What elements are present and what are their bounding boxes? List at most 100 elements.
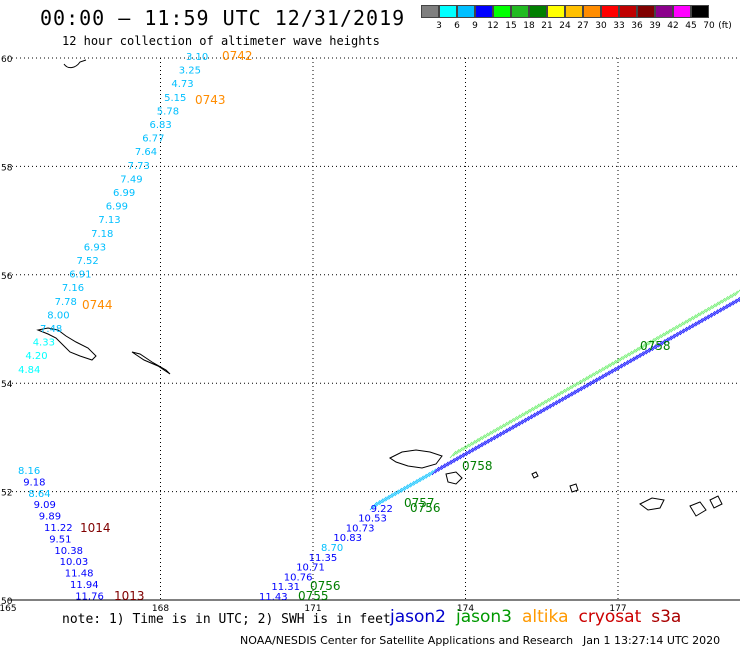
swath-tick [571, 387, 579, 397]
satellite-name: altika [522, 607, 569, 627]
swath-tick [526, 407, 534, 415]
lat-label: 50 [1, 597, 13, 607]
pass-time: 1013 [114, 589, 145, 603]
swath-tick [609, 359, 617, 368]
swath-tick [518, 417, 527, 427]
swath-tick [698, 316, 706, 325]
swath-tick [695, 317, 703, 327]
swath-tick [520, 410, 527, 419]
swath-tick [688, 321, 697, 331]
swath-tick [670, 331, 679, 341]
color-legend-labels: 3 6 9 12 15 18 21 24 27 30 33 36 39 42 45 70 (ft) [421, 21, 740, 33]
swath-tick [670, 325, 678, 333]
swh-value: 10.71 [296, 563, 325, 574]
swath-tick [648, 337, 655, 346]
swath-tick [475, 442, 483, 451]
swath-tick [593, 368, 601, 377]
swath-tick [602, 370, 610, 380]
swath-tick [635, 345, 642, 353]
swath-tick [692, 312, 700, 320]
page-subtitle: 12 hour collection of altimeter wave hei… [62, 34, 380, 48]
legend-label: 30 [595, 21, 607, 31]
swath-tick [705, 305, 713, 313]
legend-swatch [601, 5, 619, 18]
swath-tick [431, 466, 440, 476]
swath-tick [630, 354, 638, 364]
swh-value: 5.78 [157, 106, 179, 117]
legend-label: 45 [685, 21, 697, 31]
swath-tick [664, 335, 672, 345]
swath-tick [452, 448, 460, 457]
swh-value: 7.52 [77, 256, 99, 267]
swath-tick [524, 414, 533, 423]
swath-tick [472, 437, 479, 446]
swath-tick [633, 352, 641, 362]
swath-tick [680, 319, 687, 328]
swath-tick [543, 403, 551, 413]
swath-tick [699, 308, 706, 317]
swath-tick [459, 445, 466, 453]
swath-tick [516, 412, 524, 421]
swath-tick [372, 499, 381, 509]
swath-tick [667, 326, 674, 335]
swath-tick [712, 301, 719, 310]
swh-value: 7.73 [128, 161, 150, 172]
legend-swatch [421, 5, 439, 18]
swath-tick [719, 303, 728, 313]
swath-tick [478, 434, 486, 442]
legend-label: 3 [436, 21, 442, 31]
swath-tick [403, 482, 412, 492]
swath-tick [723, 302, 731, 311]
swh-value: 6.83 [150, 120, 172, 131]
swath-tick [456, 452, 465, 462]
swh-value: 8.64 [28, 489, 50, 500]
swath-tick [530, 410, 539, 420]
swath-tick [512, 421, 520, 430]
swath-tick [715, 299, 722, 308]
legend-swatch [493, 5, 511, 18]
legend-swatch [583, 5, 601, 18]
swath-tick [724, 294, 732, 302]
swath-tick [488, 428, 495, 437]
swh-value: 10.53 [358, 514, 387, 525]
swh-value: 9.09 [34, 500, 56, 511]
lon-label: 177 [609, 604, 626, 614]
swath-tick [504, 419, 511, 428]
satellite-name: jason3 [456, 607, 512, 627]
swath-tick [388, 491, 396, 500]
swath-tick [510, 416, 518, 424]
swath-tick [731, 290, 738, 299]
satellite-legend: jason2 jason3 altika cryosat s3a [390, 607, 691, 627]
color-legend [421, 5, 709, 18]
swath-tick [502, 426, 511, 436]
swath-tick [507, 417, 514, 426]
swath-tick [641, 341, 649, 350]
swath-tick [645, 345, 654, 355]
swh-value: 6.99 [113, 188, 135, 199]
legend-label: 12 [487, 21, 499, 31]
swh-value: 4.20 [25, 351, 47, 362]
pass-time: 0756 [410, 501, 441, 515]
swath-tick [385, 492, 393, 502]
legend-label: 6 [454, 21, 460, 31]
swath-tick [481, 438, 489, 448]
swath-tick [450, 456, 458, 465]
swh-value: 9.22 [371, 504, 393, 515]
swh-value: 8.70 [321, 543, 343, 554]
swath-tick [548, 394, 556, 402]
swath-tick [558, 388, 566, 397]
swath-tick [682, 324, 691, 334]
swh-value: 11.76 [75, 591, 104, 602]
swh-value: 9.18 [23, 477, 45, 488]
swath-tick [626, 356, 635, 366]
swath-tick [375, 498, 384, 507]
swath-tick [577, 384, 586, 394]
lon-label: 171 [304, 604, 321, 614]
legend-swatch [439, 5, 457, 18]
swath-tick [555, 390, 562, 399]
swath-tick [409, 478, 418, 488]
swath-tick [546, 401, 555, 411]
legend-label: 9 [472, 21, 478, 31]
swath-tick [595, 373, 604, 383]
swh-value: 10.83 [333, 533, 362, 544]
